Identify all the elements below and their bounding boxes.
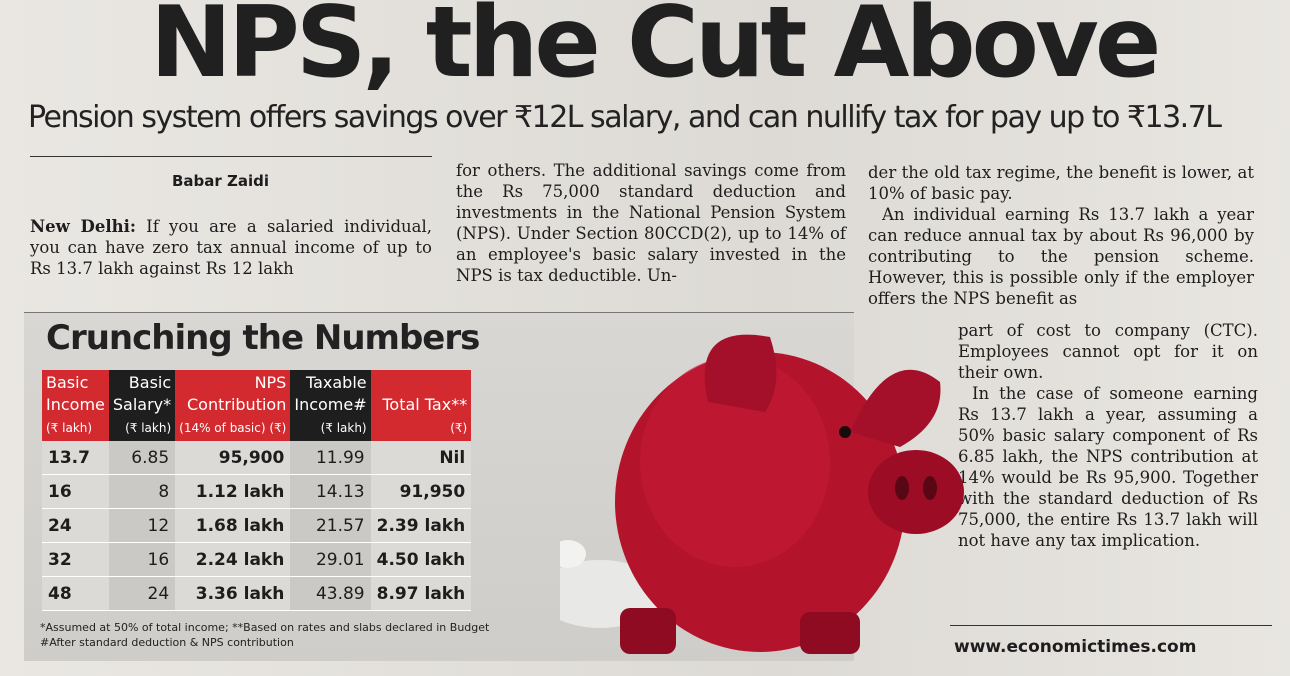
byline: Babar Zaidi	[172, 172, 270, 190]
table-row: 32 16 2.24 lakh 29.01 4.50 lakh	[42, 542, 472, 577]
column-3-para-1: der the old tax regime, the benefit is l…	[868, 163, 1254, 203]
article-column-3-continued: part of cost to company (CTC). Employees…	[958, 320, 1258, 551]
pig-nostril-right	[923, 476, 937, 500]
cell: 8.97 lakh	[370, 576, 472, 611]
headline: NPS, the Cut Above	[150, 0, 1161, 100]
column-3-para-3: part of cost to company (CTC). Employees…	[958, 321, 1258, 382]
pig-highlight	[640, 357, 830, 567]
cell: 2.39 lakh	[370, 508, 472, 543]
cell: Nil	[370, 441, 472, 475]
pig-ear-left	[704, 334, 777, 412]
cell: 8	[108, 474, 176, 509]
pig-ear-right	[850, 369, 941, 447]
pig-leg-back	[800, 612, 860, 654]
header-nps-contribution: NPS Contribution (14% of basic) (₹)	[175, 370, 291, 441]
website-url: www.economictimes.com	[954, 637, 1197, 657]
article-column-1: New Delhi: If you are a salaried individ…	[30, 216, 432, 279]
cell: 24	[108, 576, 176, 611]
header-basic-salary: Basic Salary* (₹ lakh)	[108, 370, 176, 441]
cell: 43.89	[290, 576, 371, 611]
dateline: New Delhi:	[30, 217, 136, 236]
cell: 4.50 lakh	[370, 542, 472, 577]
cell: 21.57	[290, 508, 371, 543]
cell: 48	[42, 576, 109, 611]
cell: 16	[108, 542, 176, 577]
footnote-line-2: #After standard deduction & NPS contribu…	[40, 636, 294, 649]
cell: 24	[42, 508, 109, 543]
table-row: 16 8 1.12 lakh 14.13 91,950	[42, 474, 472, 509]
cell: 13.7	[42, 441, 109, 475]
piggy-bank-illustration	[560, 334, 964, 654]
pig-snout	[868, 450, 964, 534]
graphic-title: Crunching the Numbers	[46, 318, 480, 358]
cell: 1.12 lakh	[175, 474, 291, 509]
cell: 32	[42, 542, 109, 577]
footnote-line-1: *Assumed at 50% of total income; **Based…	[40, 621, 490, 634]
footer-rule	[950, 625, 1272, 626]
pig-eye	[839, 426, 851, 438]
cell: 91,950	[370, 474, 472, 509]
table-row: 13.7 6.85 95,900 11.99 Nil	[42, 441, 472, 475]
header-total-tax: Total Tax** (₹)	[370, 370, 472, 441]
cell: 95,900	[175, 441, 291, 475]
cell: 29.01	[290, 542, 371, 577]
cell: 16	[42, 474, 109, 509]
graphic-footnote: *Assumed at 50% of total income; **Based…	[40, 620, 520, 650]
cell: 6.85	[108, 441, 176, 475]
column-1-text: If you are a salaried individual, you ca…	[30, 217, 432, 278]
pig-leg-front	[620, 608, 676, 654]
cell: 11.99	[290, 441, 371, 475]
tax-comparison-table: Basic Income (₹ lakh) Basic Salary* (₹ lakh)…	[42, 370, 472, 611]
article-column-3: der the old tax regime, the benefit is l…	[868, 162, 1254, 309]
header-taxable-income: Taxable Income# (₹ lakh)	[290, 370, 371, 441]
table-row: 24 12 1.68 lakh 21.57 2.39 lakh	[42, 508, 472, 543]
column-3-para-2: An individual earning Rs 13.7 lakh a yea…	[868, 205, 1254, 308]
cell: 2.24 lakh	[175, 542, 291, 577]
column-3-para-4: In the case of someone earning Rs 13.7 l…	[958, 384, 1258, 550]
cell: 12	[108, 508, 176, 543]
subheadline: Pension system offers savings over ₹12L …	[28, 100, 1222, 135]
header-basic-income: Basic Income (₹ lakh)	[42, 370, 109, 441]
cell: 1.68 lakh	[175, 508, 291, 543]
table-row: 48 24 3.36 lakh 43.89 8.97 lakh	[42, 576, 472, 611]
pig-nostril-left	[895, 476, 909, 500]
article-column-2: for others. The additional savings come …	[456, 160, 846, 286]
cell: 14.13	[290, 474, 371, 509]
byline-rule	[30, 156, 432, 157]
white-pig-ear	[560, 540, 586, 568]
cell: 3.36 lakh	[175, 576, 291, 611]
column-2-text: for others. The additional savings come …	[456, 161, 846, 285]
